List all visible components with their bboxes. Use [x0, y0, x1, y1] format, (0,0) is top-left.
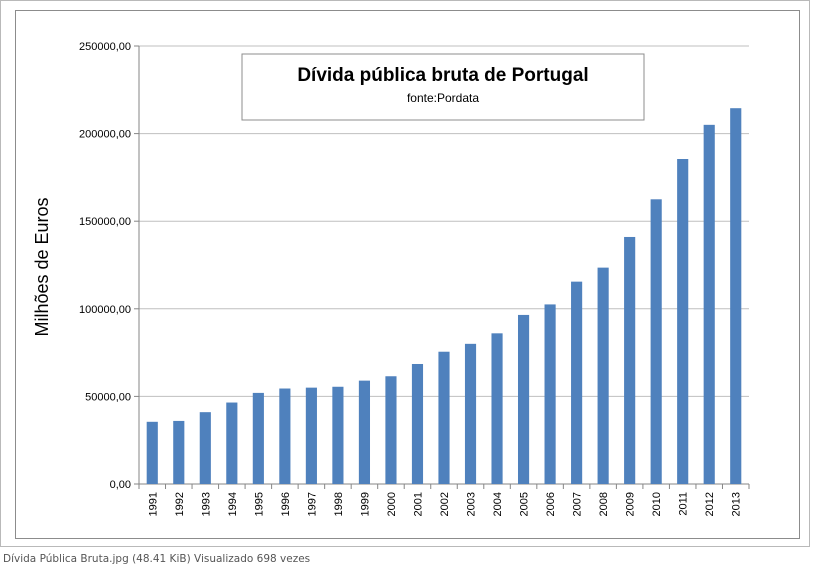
x-tick-label: 1998 — [333, 492, 345, 516]
x-axis: 1991 1992 1993 1994 1995 1996 1997 1998 1999 2000… — [138, 484, 750, 516]
bar-2006 — [544, 304, 556, 484]
bar-1997 — [305, 387, 317, 484]
title-box: Dívida pública bruta de Portugal fonte:P… — [241, 53, 645, 121]
x-tick-label: 1996 — [280, 492, 292, 516]
bar-2013 — [730, 108, 742, 485]
bar-2003 — [464, 343, 477, 484]
bar-1999 — [358, 380, 371, 484]
chart-subtitle: fonte:Pordata — [407, 91, 479, 105]
bar-1996 — [279, 388, 291, 484]
bar-2000 — [385, 376, 397, 484]
x-tick-label: 2006 — [545, 492, 557, 516]
bar-chart: 0,00 50000,00 100000,00 150000,00 200000,00 2… — [32, 41, 750, 516]
y-axis: 0,00 50000,00 100000,00 150000,00 200000,00 2… — [79, 41, 140, 491]
bars — [146, 108, 742, 485]
bar-2012 — [703, 124, 715, 484]
bar-2005 — [517, 314, 530, 484]
bar-1998 — [332, 386, 344, 484]
x-tick-label: 2000 — [386, 492, 398, 516]
x-tick-label: 2003 — [466, 492, 478, 516]
bar-1992 — [173, 420, 185, 484]
x-tick-label: 2007 — [572, 492, 584, 516]
x-tick-label: 2004 — [492, 492, 504, 516]
y-tick-label: 150000,00 — [79, 216, 131, 228]
x-tick-label: 2012 — [704, 492, 716, 516]
x-tick-label: 2009 — [625, 492, 637, 516]
y-axis-label: Milhões de Euros — [32, 197, 52, 336]
bar-2008 — [597, 267, 609, 484]
y-tick-label: 100000,00 — [79, 304, 131, 316]
y-tick-label: 200000,00 — [79, 129, 131, 141]
x-tick-label: 1991 — [147, 492, 159, 516]
x-tick-label: 1999 — [359, 492, 371, 516]
bar-1994 — [226, 402, 238, 484]
gridlines — [139, 45, 749, 485]
bar-2007 — [571, 281, 583, 484]
y-tick-label: 50000,00 — [85, 391, 131, 403]
x-tick-label: 1994 — [227, 492, 239, 516]
bar-2004 — [491, 333, 503, 484]
bar-2011 — [677, 159, 689, 484]
x-tick-label: 2001 — [412, 492, 424, 516]
x-tick-label: 2011 — [678, 492, 690, 516]
x-tick-label: 2008 — [598, 492, 610, 516]
y-tick-label: 0,00 — [110, 479, 131, 491]
image-frame: 0,00 50000,00 100000,00 150000,00 200000,00 2… — [0, 0, 810, 547]
bar-1995 — [252, 392, 264, 484]
bar-1993 — [199, 412, 211, 484]
bar-2009 — [624, 236, 636, 484]
x-tick-label: 1992 — [174, 492, 186, 516]
x-tick-label: 2005 — [519, 492, 531, 516]
x-tick-label: 2002 — [439, 492, 451, 516]
bar-2010 — [650, 199, 662, 485]
x-tick-label: 1997 — [306, 492, 318, 516]
bar-1991 — [146, 421, 158, 484]
x-tick-label: 1993 — [200, 492, 212, 516]
x-tick-label: 1995 — [253, 492, 265, 516]
y-tick-label: 250000,00 — [79, 41, 131, 53]
x-tick-label: 2010 — [651, 492, 663, 516]
bar-2001 — [411, 363, 424, 484]
x-tick-label: 2013 — [731, 492, 743, 516]
bar-2002 — [438, 351, 450, 484]
chart-title: Dívida pública bruta de Portugal — [297, 65, 588, 86]
image-caption: Dívida Pública Bruta.jpg (48.41 KiB) Vis… — [3, 553, 311, 565]
